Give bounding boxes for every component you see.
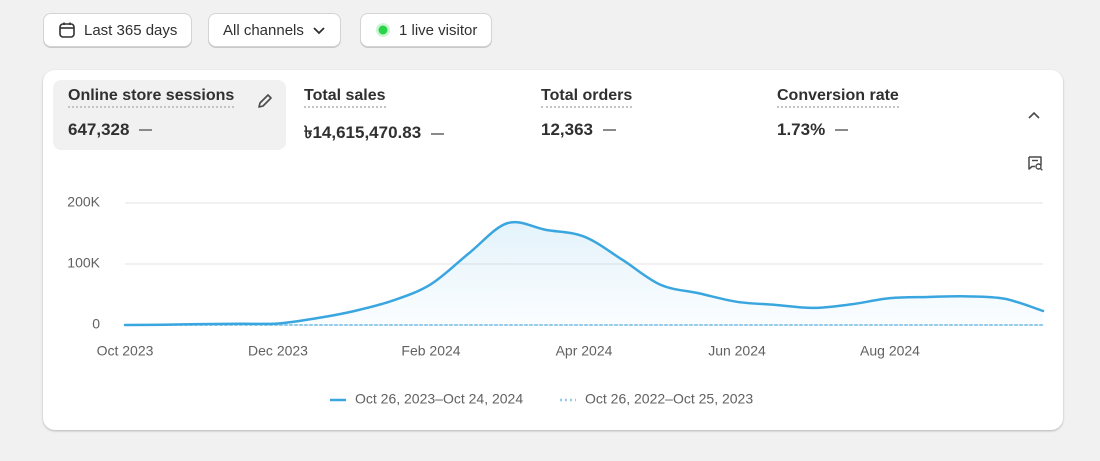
live-button[interactable]: 1 live visitor <box>360 13 493 47</box>
x-tick-label: Dec 2023 <box>248 343 308 359</box>
metric-value: 12,363 <box>541 120 616 140</box>
metric-label: Conversion rate <box>777 87 899 108</box>
channel-label: All channels <box>223 21 304 39</box>
no-change-dash <box>835 129 849 131</box>
x-tick-label: Apr 2024 <box>556 343 613 359</box>
legend-label: Oct 26, 2023–Oct 24, 2024 <box>355 391 523 407</box>
y-tick-label: 0 <box>92 316 100 332</box>
date-button[interactable]: Last 365 days <box>43 13 193 47</box>
series-line <box>123 220 1045 327</box>
metric-number: 12,363 <box>541 120 593 139</box>
metric-value: 647,328 <box>68 120 153 140</box>
y-tick-label: 100K <box>67 255 100 271</box>
edit-icon[interactable] <box>255 91 275 111</box>
chevron-down <box>313 27 325 35</box>
no-change-dash <box>139 129 153 131</box>
metric-value: ৳14,615,470.83 <box>304 120 445 148</box>
collapse-icon[interactable] <box>1026 108 1042 124</box>
metric-number: 1.73% <box>777 120 826 139</box>
y-tick-label: 200K <box>67 194 100 210</box>
metric-number: 647,328 <box>68 120 130 139</box>
metric-value: 1.73% <box>777 120 849 140</box>
legend-label: Oct 26, 2022–Oct 25, 2023 <box>585 391 753 407</box>
no-change-dash <box>603 129 616 131</box>
x-tick-label: Aug 2024 <box>860 343 920 359</box>
live-dot <box>376 23 390 37</box>
insight-icon[interactable] <box>1026 154 1044 172</box>
x-tick-label: Jun 2024 <box>708 343 766 359</box>
date-label: Last 365 days <box>84 21 178 39</box>
metric-label: Total orders <box>541 87 633 108</box>
area <box>125 222 1043 325</box>
channel-button[interactable]: All channels <box>208 13 341 47</box>
metric-label: Total sales <box>304 87 386 108</box>
x-tick-label: Oct 2023 <box>97 343 154 359</box>
calendar-icon <box>59 22 75 38</box>
metric-label: Online store sessions <box>68 87 235 108</box>
no-change-dash <box>431 133 445 135</box>
live-label: 1 live visitor <box>399 21 478 39</box>
selected-tab[interactable] <box>53 80 286 150</box>
x-tick-label: Feb 2024 <box>401 343 460 359</box>
metric-number: ৳14,615,470.83 <box>304 123 422 142</box>
